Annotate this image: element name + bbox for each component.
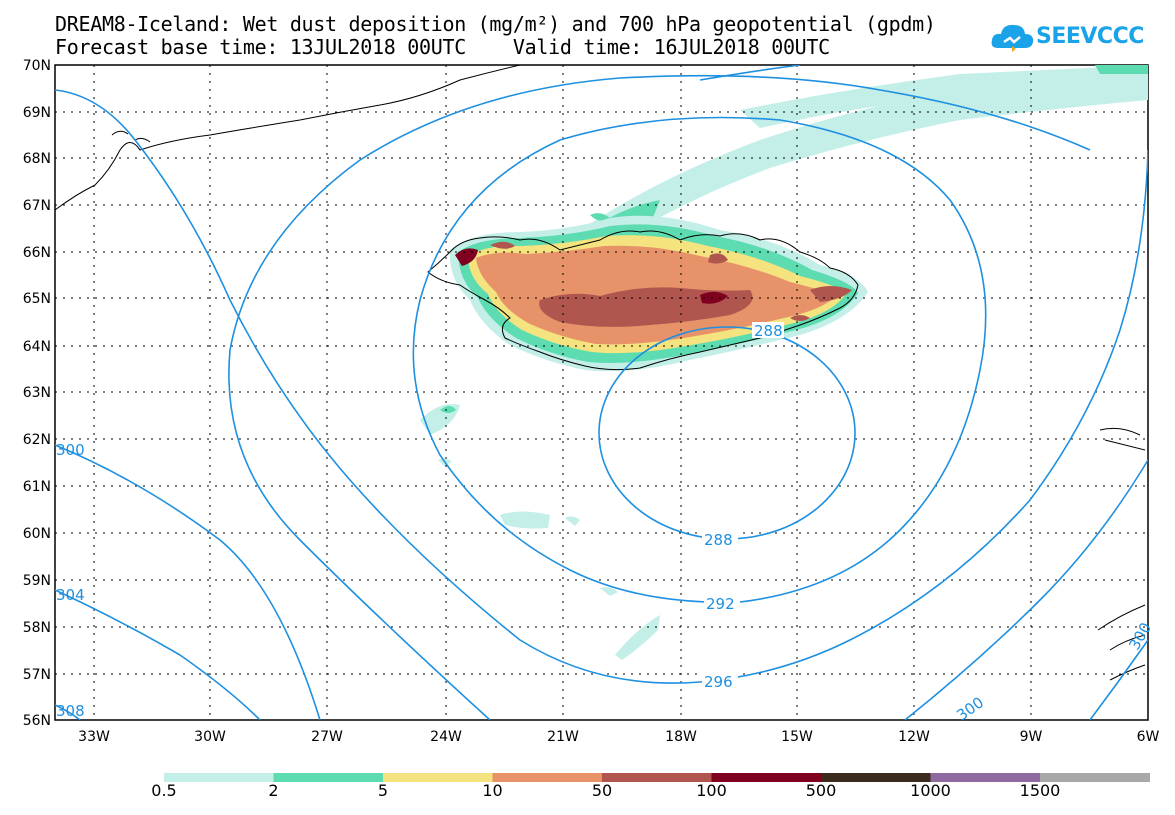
contour-308 xyxy=(55,704,81,720)
legend-swatch xyxy=(602,773,712,782)
lat-label: 67N xyxy=(23,198,51,214)
lon-label: 33W xyxy=(78,729,110,745)
legend-label: 100 xyxy=(696,781,727,800)
legend-swatch xyxy=(821,773,931,782)
contour-304 xyxy=(55,589,261,720)
lon-label: 27W xyxy=(311,729,343,745)
lon-label: 21W xyxy=(547,729,579,745)
legend-colorbar xyxy=(164,773,1150,782)
lon-label: 30W xyxy=(194,729,226,745)
contour-label: 300 xyxy=(56,441,85,459)
contour-300b xyxy=(904,459,1148,720)
lat-label: 68N xyxy=(23,151,51,167)
lat-label: 57N xyxy=(23,667,51,683)
lon-label: 24W xyxy=(430,729,462,745)
map-title: DREAM8-Iceland: Wet dust deposition (mg/… xyxy=(55,12,936,36)
legend-label: 0.5 xyxy=(151,781,177,800)
lat-label: 62N xyxy=(23,432,51,448)
legend-swatch xyxy=(1040,773,1150,782)
legend-label: 500 xyxy=(805,781,837,800)
map-frame xyxy=(54,64,1149,721)
lon-label: 15W xyxy=(781,729,813,745)
legend-swatch xyxy=(383,773,493,782)
lat-label: 63N xyxy=(23,385,51,401)
longitude-labels: 33W 30W 27W 24W 21W 18W 15W 12W 9W 6W xyxy=(78,729,1159,745)
legend-label: 5 xyxy=(377,781,389,800)
legend-label: 10 xyxy=(482,781,503,800)
lat-label: 64N xyxy=(23,339,51,355)
lat-label: 60N xyxy=(23,526,51,542)
geopotential-contours xyxy=(55,65,1148,720)
lat-label: 56N xyxy=(23,713,51,729)
coastlines xyxy=(55,65,1146,681)
lat-label: 58N xyxy=(23,620,51,636)
lat-label: 66N xyxy=(23,245,51,261)
lon-label: 18W xyxy=(665,729,697,745)
legend-swatch xyxy=(711,773,822,782)
graticule xyxy=(55,65,1148,720)
logo-text: SEEVCCC xyxy=(1036,24,1144,49)
contour-label: 288 xyxy=(754,322,783,340)
legend-swatch xyxy=(164,773,274,782)
legend-swatch xyxy=(930,773,1041,782)
cloud-icon xyxy=(991,24,1034,52)
contour-label: 308 xyxy=(56,702,85,720)
legend-label: 2 xyxy=(268,781,279,800)
legend-label: 50 xyxy=(591,781,613,800)
map-subtitle: Forecast base time: 13JUL2018 00UTC Vali… xyxy=(55,35,830,59)
legend-swatch xyxy=(492,773,603,782)
contour-296 xyxy=(228,74,1091,720)
lat-label: 69N xyxy=(23,105,51,121)
seevccc-logo: SEEVCCC xyxy=(990,18,1170,58)
lon-label: 9W xyxy=(1020,729,1043,745)
latitude-labels: 70N 69N 68N 67N 66N 65N 64N 63N 62N 61N … xyxy=(23,58,51,729)
contour-label: 296 xyxy=(704,673,733,691)
lon-label: 12W xyxy=(898,729,930,745)
contour-label: 288 xyxy=(704,531,733,549)
lat-label: 59N xyxy=(23,573,51,589)
contour-300 xyxy=(55,444,321,720)
lat-label: 61N xyxy=(23,479,51,495)
lat-label: 65N xyxy=(23,291,51,307)
legend-label: 1500 xyxy=(1019,781,1061,800)
lat-label: 70N xyxy=(23,58,51,74)
lon-label: 6W xyxy=(1137,729,1160,745)
legend-label: 1000 xyxy=(910,781,951,800)
legend-swatch xyxy=(273,773,384,782)
contour-292 xyxy=(412,116,987,604)
contour-296b xyxy=(55,89,1148,684)
contour-label: 292 xyxy=(706,595,735,613)
contour-label: 304 xyxy=(56,586,85,604)
contour-300c xyxy=(1089,639,1148,720)
